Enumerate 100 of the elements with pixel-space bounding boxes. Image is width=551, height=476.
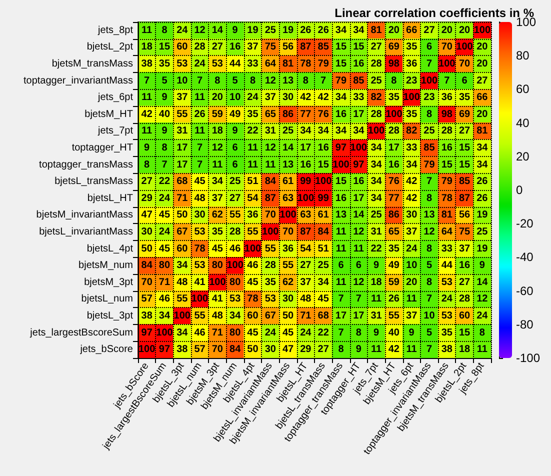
data-label: 16 [388,159,400,170]
data-label: 77 [388,192,400,204]
data-label: 28 [370,58,382,70]
data-label: 78 [441,192,453,204]
data-label: 27 [141,176,153,188]
data-label: 79 [441,176,453,188]
data-label: 100 [386,108,403,120]
data-label: 38 [141,310,153,322]
data-label: 34 [318,276,330,288]
data-label: 27 [476,75,488,86]
data-label: 42 [300,92,312,104]
data-label: 31 [370,310,382,322]
data-label: 22 [158,176,170,188]
data-label: 34 [335,126,347,137]
data-label: 17 [300,142,312,154]
data-label: 38 [176,344,188,356]
data-label: 79 [335,75,347,86]
data-label: 6 [356,260,362,272]
data-label: 84 [318,226,330,238]
data-label: 100 [209,276,226,288]
data-label: 8 [250,75,256,86]
data-label: 70 [441,42,453,53]
data-label: 79 [318,58,330,70]
data-label: 35 [406,108,418,120]
data-label: 71 [300,310,312,322]
data-label: 8 [302,75,309,86]
data-label: 42 [406,176,418,188]
data-label: 8 [426,276,432,288]
data-label: 20 [458,24,471,36]
data-label: 8 [391,75,398,86]
data-label: 34 [353,24,365,36]
data-label: 15 [158,42,170,53]
data-label: 55 [247,226,259,238]
data-label: 11 [212,159,224,170]
data-label: 35 [388,92,400,104]
data-label: 7 [144,75,150,86]
data-label: 35 [441,327,453,338]
data-label: 11 [370,294,382,305]
data-label: 63 [300,210,312,221]
data-label: 18 [370,276,382,288]
data-label: 7 [444,75,450,86]
data-label: 6 [232,142,238,154]
data-label: 85 [318,42,330,53]
data-label: 11 [476,344,488,356]
data-label: 34 [476,159,488,170]
data-label: 68 [176,176,188,188]
data-label: 29 [141,192,153,204]
data-label: 69 [458,108,471,120]
data-label: 100 [244,243,262,254]
data-label: 100 [156,327,174,338]
data-label: 100 [314,176,332,188]
data-label: 18 [458,344,471,356]
data-label: 46 [158,294,170,305]
data-label: 12 [264,75,276,86]
data-label: 78 [300,58,312,70]
data-label: 34 [370,142,382,154]
data-label: 14 [212,24,224,36]
data-label: 100 [350,142,368,154]
color-bar-label: 80 [516,48,530,63]
color-bar-label: 0 [516,183,523,197]
data-label: 87 [300,226,312,238]
data-label: 48 [176,276,188,288]
color-bar-label: -20 [516,216,534,231]
data-label: 100 [280,210,297,221]
data-label: 55 [264,243,276,254]
data-label: 34 [176,260,188,272]
data-label: 100 [262,226,280,238]
color-bar-label: 60 [516,82,530,96]
data-label: 51 [318,243,330,254]
data-label: 82 [370,92,382,104]
data-label: 50 [141,243,153,254]
data-label: 30 [264,344,276,356]
data-label: 77 [300,108,312,120]
data-label: 36 [441,92,453,104]
data-label: 100 [226,260,244,272]
data-label: 9 [373,327,380,338]
data-label: 34 [370,176,382,188]
data-label: 6 [338,260,344,272]
data-label: 35 [264,276,276,288]
data-label: 37 [406,226,418,238]
data-label: 27 [300,260,312,272]
data-label: 64 [264,58,276,70]
data-label: 33 [406,142,418,154]
data-label: 45 [282,327,294,338]
data-label: 26 [194,108,206,120]
data-label: 97 [353,159,365,170]
data-label: 30 [282,294,294,305]
data-label: 12 [353,276,365,288]
data-label: 48 [212,310,224,322]
data-label: 28 [264,260,276,272]
data-label: 11 [336,226,347,238]
data-label: 25 [318,260,330,272]
data-label: 11 [194,126,206,137]
data-label: 5 [162,75,168,86]
data-label: 20 [212,92,224,104]
data-label: 46 [194,327,206,338]
data-label: 70 [141,276,153,288]
data-label: 87 [300,42,312,53]
data-label: 11 [142,126,153,137]
data-label: 24 [476,310,488,322]
